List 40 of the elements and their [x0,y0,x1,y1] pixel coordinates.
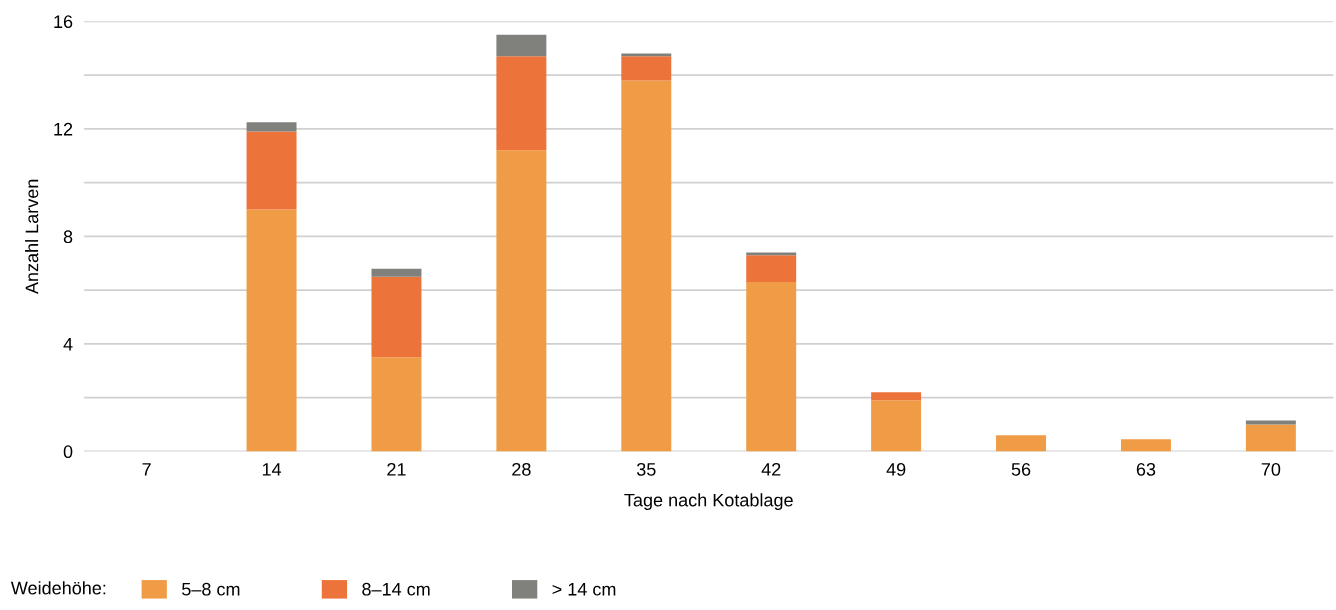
x-tick-label: 56 [1011,462,1031,476]
legend-label: > 14 cm [552,583,616,596]
y-tick-label: 4 [63,338,73,351]
bar [871,400,922,452]
x-tick-label: 7 [142,463,151,476]
bar [621,56,672,81]
x-tick-label: 70 [1261,462,1281,476]
y-tick-label: 0 [63,445,73,459]
bar [246,209,297,452]
bar [246,131,297,210]
x-tick-label: 42 [761,462,781,476]
bar [496,56,547,151]
bar [371,276,422,358]
bar [1245,420,1296,425]
legend-label: 5–8 cm [182,582,240,596]
x-tick-label: 63 [1136,462,1156,476]
x-tick-label: 35 [636,462,656,476]
bar [1245,424,1296,452]
x-tick-label: 21 [387,462,406,476]
bar [246,122,297,132]
bar [746,282,797,452]
x-tick-label: 14 [262,463,282,476]
y-tick-label: 12 [54,122,73,136]
y-tick-label: 16 [54,15,73,29]
bar [496,34,547,57]
x-tick-label: 28 [512,462,531,476]
bar [371,357,422,452]
bar [871,392,922,401]
x-axis-title: Tage nach Kotablage [624,493,793,511]
legend-label: 8–14 cm [362,582,430,596]
y-axis-title: Anzahl Larven [25,179,39,295]
y-tick-label: 8 [63,230,73,244]
bar [621,80,672,452]
bar [496,150,547,452]
legend-title: Weidehöhe: [10,581,106,595]
bar [746,255,797,283]
bar [1120,439,1171,452]
x-tick-label: 49 [886,462,906,476]
bar [371,268,422,277]
bar [996,435,1047,452]
